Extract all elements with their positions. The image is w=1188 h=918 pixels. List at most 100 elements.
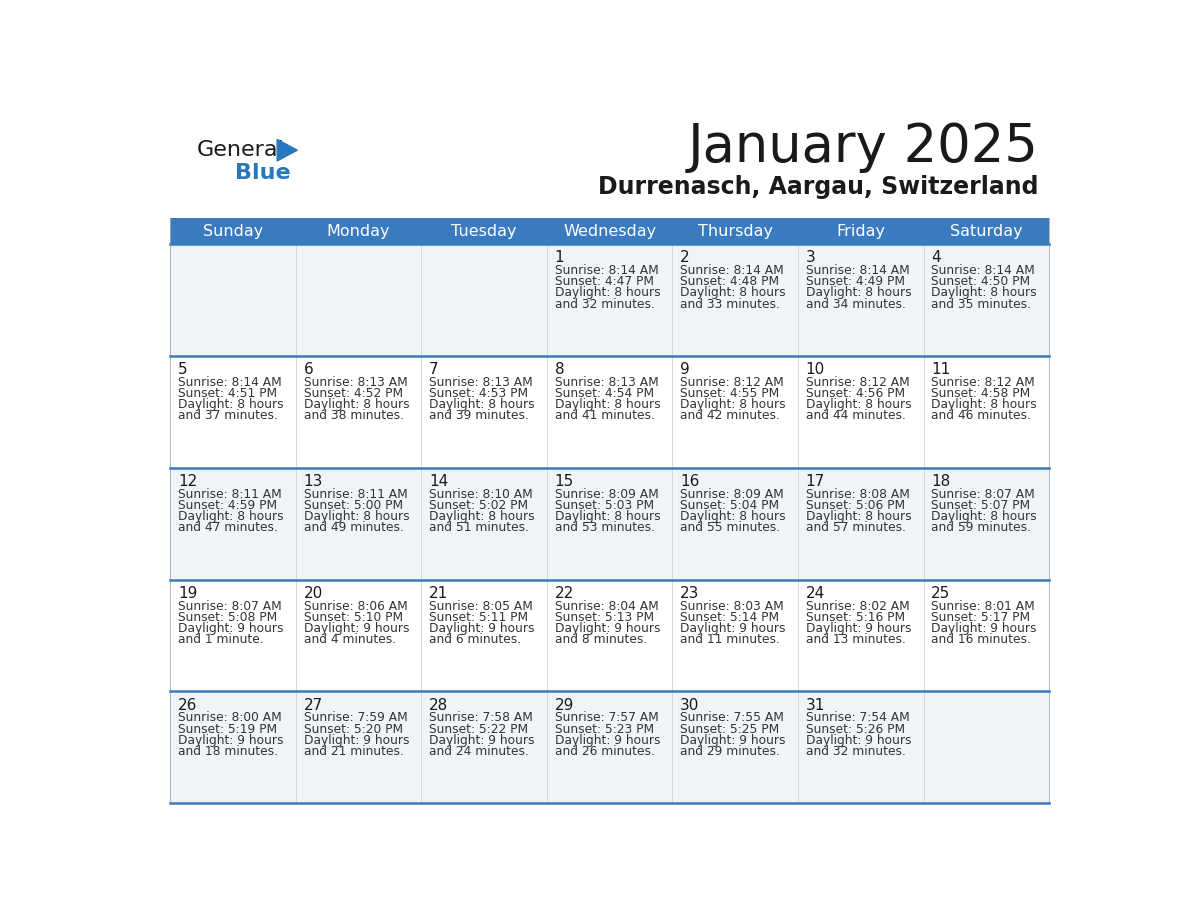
Text: Daylight: 9 hours: Daylight: 9 hours	[931, 621, 1037, 635]
Text: and 6 minutes.: and 6 minutes.	[429, 633, 522, 646]
Text: Sunset: 4:54 PM: Sunset: 4:54 PM	[555, 387, 653, 400]
Text: Friday: Friday	[836, 224, 885, 239]
Text: Sunset: 5:19 PM: Sunset: 5:19 PM	[178, 722, 277, 735]
Text: and 46 minutes.: and 46 minutes.	[931, 409, 1031, 422]
Text: 2: 2	[681, 251, 690, 265]
Text: and 24 minutes.: and 24 minutes.	[429, 744, 529, 758]
Text: Daylight: 9 hours: Daylight: 9 hours	[429, 733, 535, 746]
Text: Daylight: 8 hours: Daylight: 8 hours	[303, 398, 409, 411]
Bar	[170, 356, 1049, 468]
Text: 19: 19	[178, 586, 197, 600]
Text: and 16 minutes.: and 16 minutes.	[931, 633, 1031, 646]
Text: and 37 minutes.: and 37 minutes.	[178, 409, 278, 422]
Text: and 42 minutes.: and 42 minutes.	[681, 409, 781, 422]
Text: and 33 minutes.: and 33 minutes.	[681, 297, 781, 310]
Text: Sunrise: 7:57 AM: Sunrise: 7:57 AM	[555, 711, 658, 724]
Text: Sunset: 5:16 PM: Sunset: 5:16 PM	[805, 610, 905, 623]
Text: 17: 17	[805, 474, 824, 489]
Text: Sunrise: 8:12 AM: Sunrise: 8:12 AM	[805, 376, 910, 389]
Text: Sunset: 4:58 PM: Sunset: 4:58 PM	[931, 387, 1030, 400]
Text: Sunset: 5:07 PM: Sunset: 5:07 PM	[931, 498, 1030, 512]
Text: Sunrise: 8:09 AM: Sunrise: 8:09 AM	[555, 487, 658, 500]
Text: Sunset: 5:25 PM: Sunset: 5:25 PM	[681, 722, 779, 735]
Text: Sunrise: 8:07 AM: Sunrise: 8:07 AM	[178, 599, 282, 612]
Text: Daylight: 8 hours: Daylight: 8 hours	[681, 398, 785, 411]
Text: Sunrise: 8:13 AM: Sunrise: 8:13 AM	[303, 376, 407, 389]
Text: Sunset: 4:53 PM: Sunset: 4:53 PM	[429, 387, 529, 400]
Text: Daylight: 9 hours: Daylight: 9 hours	[681, 733, 785, 746]
Text: and 32 minutes.: and 32 minutes.	[555, 297, 655, 310]
Text: 24: 24	[805, 586, 824, 600]
Text: and 18 minutes.: and 18 minutes.	[178, 744, 278, 758]
Text: Sunrise: 8:05 AM: Sunrise: 8:05 AM	[429, 599, 533, 612]
Text: Sunset: 4:50 PM: Sunset: 4:50 PM	[931, 275, 1030, 288]
Text: 23: 23	[681, 586, 700, 600]
Text: Daylight: 9 hours: Daylight: 9 hours	[805, 733, 911, 746]
Text: Sunset: 5:02 PM: Sunset: 5:02 PM	[429, 498, 529, 512]
Text: and 35 minutes.: and 35 minutes.	[931, 297, 1031, 310]
Text: and 8 minutes.: and 8 minutes.	[555, 633, 646, 646]
Text: Sunrise: 8:11 AM: Sunrise: 8:11 AM	[178, 487, 282, 500]
Text: 7: 7	[429, 362, 438, 377]
Text: Daylight: 8 hours: Daylight: 8 hours	[931, 510, 1037, 523]
Text: 21: 21	[429, 586, 448, 600]
Bar	[170, 244, 1049, 356]
Text: Sunset: 5:11 PM: Sunset: 5:11 PM	[429, 610, 529, 623]
Text: 9: 9	[681, 362, 690, 377]
Text: Sunset: 5:17 PM: Sunset: 5:17 PM	[931, 610, 1030, 623]
Text: 10: 10	[805, 362, 824, 377]
Text: Sunrise: 8:02 AM: Sunrise: 8:02 AM	[805, 599, 910, 612]
Text: Sunrise: 8:01 AM: Sunrise: 8:01 AM	[931, 599, 1035, 612]
Text: 8: 8	[555, 362, 564, 377]
Text: Sunrise: 7:59 AM: Sunrise: 7:59 AM	[303, 711, 407, 724]
Text: Sunset: 4:52 PM: Sunset: 4:52 PM	[303, 387, 403, 400]
Text: Sunrise: 8:10 AM: Sunrise: 8:10 AM	[429, 487, 532, 500]
Text: Daylight: 9 hours: Daylight: 9 hours	[178, 733, 284, 746]
Text: 25: 25	[931, 586, 950, 600]
Text: 28: 28	[429, 698, 448, 712]
Text: 3: 3	[805, 251, 815, 265]
Text: Sunrise: 8:12 AM: Sunrise: 8:12 AM	[681, 376, 784, 389]
Text: Sunrise: 8:08 AM: Sunrise: 8:08 AM	[805, 487, 910, 500]
Text: and 11 minutes.: and 11 minutes.	[681, 633, 781, 646]
Polygon shape	[277, 140, 297, 161]
Text: Sunset: 5:04 PM: Sunset: 5:04 PM	[681, 498, 779, 512]
Text: Daylight: 9 hours: Daylight: 9 hours	[805, 621, 911, 635]
Text: Sunset: 5:13 PM: Sunset: 5:13 PM	[555, 610, 653, 623]
Text: and 51 minutes.: and 51 minutes.	[429, 521, 529, 534]
Text: and 13 minutes.: and 13 minutes.	[805, 633, 905, 646]
Text: Daylight: 9 hours: Daylight: 9 hours	[303, 621, 409, 635]
Text: Daylight: 9 hours: Daylight: 9 hours	[178, 621, 284, 635]
Text: Monday: Monday	[327, 224, 391, 239]
Text: General: General	[196, 140, 284, 161]
Text: and 21 minutes.: and 21 minutes.	[303, 744, 404, 758]
Text: 18: 18	[931, 474, 950, 489]
Text: Daylight: 8 hours: Daylight: 8 hours	[303, 510, 409, 523]
Text: Sunset: 5:06 PM: Sunset: 5:06 PM	[805, 498, 905, 512]
Text: Daylight: 8 hours: Daylight: 8 hours	[805, 398, 911, 411]
Text: Daylight: 9 hours: Daylight: 9 hours	[555, 621, 661, 635]
Text: 15: 15	[555, 474, 574, 489]
Text: Sunset: 4:47 PM: Sunset: 4:47 PM	[555, 275, 653, 288]
Text: Saturday: Saturday	[950, 224, 1023, 239]
Text: and 44 minutes.: and 44 minutes.	[805, 409, 905, 422]
Text: 31: 31	[805, 698, 826, 712]
Text: Sunrise: 8:09 AM: Sunrise: 8:09 AM	[681, 487, 784, 500]
Text: Daylight: 8 hours: Daylight: 8 hours	[178, 510, 284, 523]
Text: 22: 22	[555, 586, 574, 600]
Text: Sunday: Sunday	[203, 224, 263, 239]
Text: Sunrise: 8:07 AM: Sunrise: 8:07 AM	[931, 487, 1035, 500]
Text: and 47 minutes.: and 47 minutes.	[178, 521, 278, 534]
Text: 29: 29	[555, 698, 574, 712]
Text: Sunset: 5:08 PM: Sunset: 5:08 PM	[178, 610, 277, 623]
Text: Daylight: 8 hours: Daylight: 8 hours	[681, 286, 785, 299]
Text: Daylight: 8 hours: Daylight: 8 hours	[555, 286, 661, 299]
Text: Blue: Blue	[235, 163, 291, 184]
Text: Daylight: 9 hours: Daylight: 9 hours	[681, 621, 785, 635]
Text: Daylight: 8 hours: Daylight: 8 hours	[555, 398, 661, 411]
Text: 14: 14	[429, 474, 448, 489]
Text: and 49 minutes.: and 49 minutes.	[303, 521, 404, 534]
Text: and 38 minutes.: and 38 minutes.	[303, 409, 404, 422]
Text: and 32 minutes.: and 32 minutes.	[805, 744, 905, 758]
Text: Sunrise: 7:55 AM: Sunrise: 7:55 AM	[681, 711, 784, 724]
